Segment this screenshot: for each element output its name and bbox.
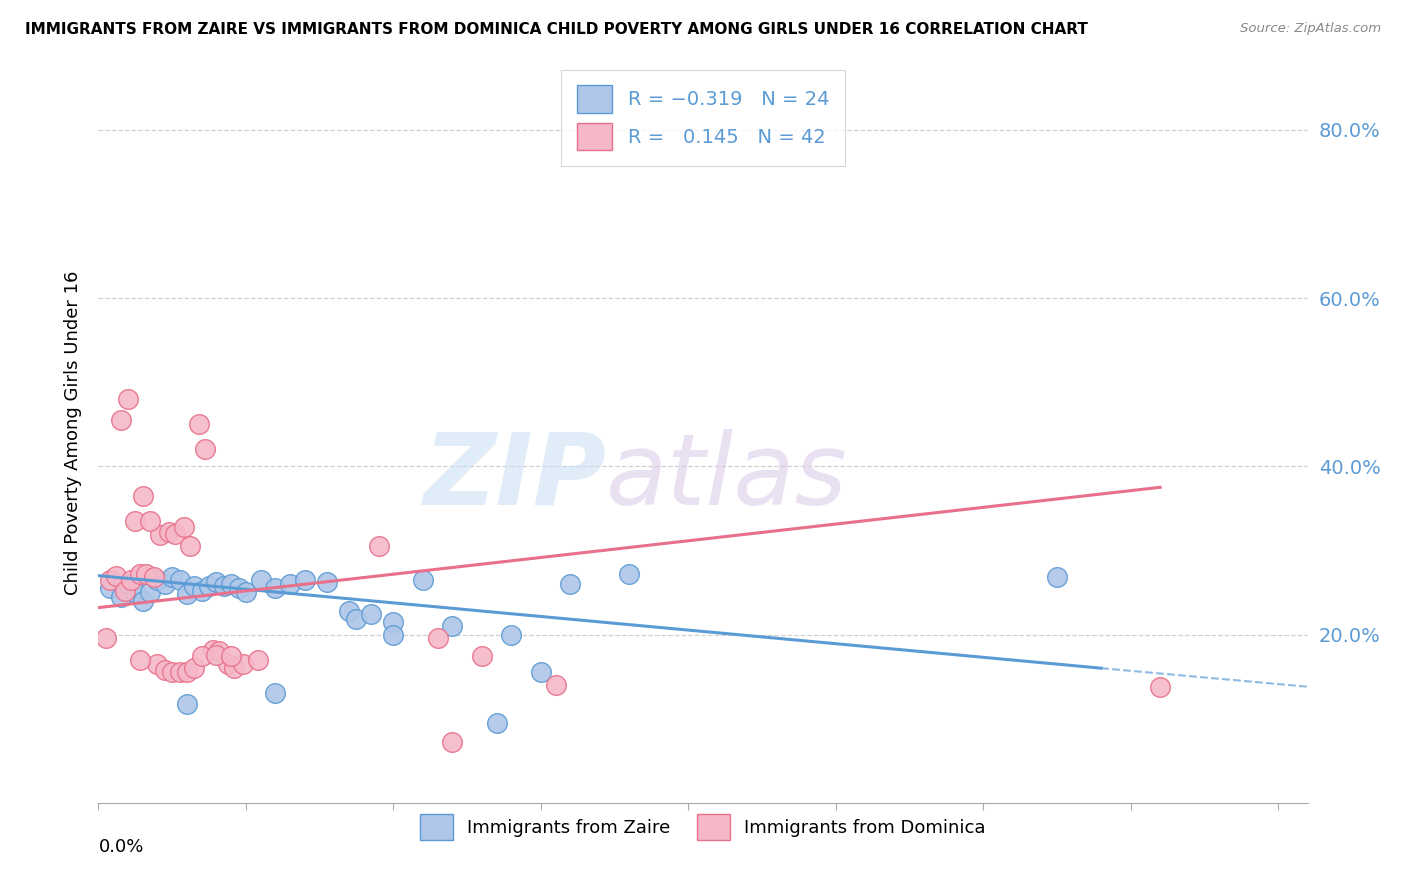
- Point: [382, 627, 405, 641]
- Point: [205, 575, 228, 590]
- Point: [105, 568, 128, 582]
- Point: [120, 573, 142, 587]
- Text: atlas: atlas: [606, 428, 848, 525]
- Point: [169, 573, 191, 587]
- Point: [382, 615, 405, 629]
- Point: [183, 661, 205, 675]
- Point: [619, 566, 641, 581]
- Point: [131, 489, 153, 503]
- Point: [131, 594, 153, 608]
- Point: [128, 653, 150, 667]
- Point: [110, 590, 132, 604]
- Point: [176, 697, 198, 711]
- Y-axis label: Child Poverty Among Girls Under 16: Child Poverty Among Girls Under 16: [63, 270, 82, 595]
- Point: [205, 648, 228, 662]
- Point: [143, 570, 166, 584]
- Point: [412, 573, 434, 587]
- Point: [183, 579, 205, 593]
- Point: [560, 577, 582, 591]
- Point: [190, 648, 212, 663]
- Point: [1046, 570, 1069, 584]
- Point: [124, 514, 146, 528]
- Point: [219, 577, 242, 591]
- Legend: Immigrants from Zaire, Immigrants from Dominica: Immigrants from Zaire, Immigrants from D…: [413, 807, 993, 847]
- Point: [246, 653, 269, 667]
- Text: Source: ZipAtlas.com: Source: ZipAtlas.com: [1240, 22, 1381, 36]
- Point: [426, 631, 449, 645]
- Point: [202, 642, 225, 657]
- Point: [228, 581, 250, 595]
- Point: [235, 585, 257, 599]
- Point: [249, 573, 271, 587]
- Point: [98, 573, 121, 587]
- Point: [337, 604, 360, 618]
- Point: [176, 587, 198, 601]
- Point: [232, 657, 254, 671]
- Point: [544, 678, 567, 692]
- Point: [441, 735, 464, 749]
- Point: [165, 526, 187, 541]
- Point: [124, 585, 146, 599]
- Point: [190, 583, 212, 598]
- Point: [530, 665, 553, 680]
- Point: [346, 612, 368, 626]
- Point: [114, 583, 136, 598]
- Point: [153, 663, 176, 677]
- Point: [117, 392, 139, 406]
- Point: [222, 661, 245, 675]
- Point: [128, 566, 150, 581]
- Point: [98, 581, 121, 595]
- Text: 0.0%: 0.0%: [98, 838, 143, 856]
- Point: [179, 539, 201, 553]
- Point: [367, 539, 389, 553]
- Point: [160, 570, 183, 584]
- Point: [187, 417, 209, 432]
- Point: [135, 566, 157, 581]
- Point: [146, 573, 169, 587]
- Point: [149, 528, 172, 542]
- Point: [160, 665, 183, 679]
- Point: [169, 665, 191, 679]
- Point: [198, 579, 221, 593]
- Point: [471, 648, 494, 663]
- Point: [316, 575, 339, 590]
- Point: [173, 520, 195, 534]
- Point: [139, 514, 162, 528]
- Point: [153, 577, 176, 591]
- Point: [441, 619, 464, 633]
- Point: [110, 413, 132, 427]
- Point: [264, 686, 287, 700]
- Point: [94, 631, 117, 645]
- Point: [212, 579, 235, 593]
- Point: [157, 524, 180, 539]
- Point: [219, 648, 242, 663]
- Point: [360, 607, 382, 621]
- Point: [146, 657, 169, 671]
- Text: ZIP: ZIP: [423, 428, 606, 525]
- Point: [194, 442, 217, 457]
- Point: [264, 581, 287, 595]
- Point: [278, 577, 301, 591]
- Point: [501, 627, 523, 641]
- Point: [117, 577, 139, 591]
- Text: IMMIGRANTS FROM ZAIRE VS IMMIGRANTS FROM DOMINICA CHILD POVERTY AMONG GIRLS UNDE: IMMIGRANTS FROM ZAIRE VS IMMIGRANTS FROM…: [25, 22, 1088, 37]
- Point: [1149, 680, 1171, 694]
- Point: [485, 715, 508, 730]
- Point: [217, 657, 239, 671]
- Point: [208, 644, 231, 658]
- Point: [176, 665, 198, 679]
- Point: [294, 573, 316, 587]
- Point: [139, 585, 162, 599]
